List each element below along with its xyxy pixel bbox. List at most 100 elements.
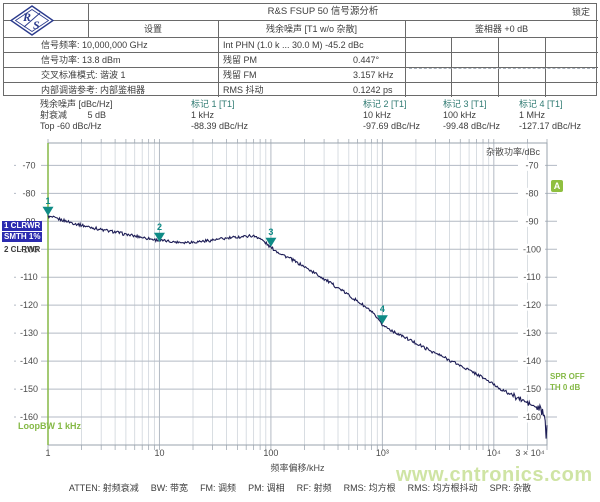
marker-1-readout: 标记 1 [T1] 1 kHz -88.39 dBc/Hz xyxy=(191,99,248,132)
divider xyxy=(88,4,89,37)
screen-a-badge: A xyxy=(551,180,563,192)
setting-value: 13.8 dBm xyxy=(82,55,121,65)
residual-int-phn: Int PHN (1.0 k ... 30.0 M) -45.2 dBc xyxy=(223,39,364,51)
setting-cross-corr-mode: 交叉标准模式: 谐波 1 xyxy=(41,69,126,81)
residual-fm: 残留 FM 3.157 kHz xyxy=(223,69,394,81)
setting-value: 内部鉴相器 xyxy=(100,85,146,95)
divider xyxy=(4,82,598,83)
svg-text:100: 100 xyxy=(263,448,278,458)
setting-internal-tune-ref: 内部调谐参考: 内部鉴相器 xyxy=(41,84,145,96)
setting-label: 信号频率: xyxy=(41,40,80,50)
loop-bandwidth-label: LoopBW 1 kHz xyxy=(18,421,81,431)
svg-text:-130: -130 xyxy=(20,328,38,338)
residual-value: 3.157 kHz xyxy=(353,70,394,80)
spur-settings-readout: SPR OFF TH 0 dB xyxy=(550,371,585,393)
svg-text:-150: -150 xyxy=(20,384,38,394)
svg-text:-90: -90 xyxy=(525,216,538,226)
rf-atten-label: 射衰减 xyxy=(40,110,68,120)
rf-atten-readout: 射衰减 5 dB xyxy=(40,110,113,121)
setting-value: 10,000,000 GHz xyxy=(82,40,148,50)
rf-atten-value: 5 dB xyxy=(87,110,107,120)
trace-1-label: 1 CLRWR xyxy=(2,221,43,231)
svg-text:-80: -80 xyxy=(22,188,35,198)
svg-text:-140: -140 xyxy=(523,356,541,366)
svg-text:1: 1 xyxy=(45,448,50,458)
divider xyxy=(451,37,452,97)
svg-text:-80: -80 xyxy=(525,188,538,198)
svg-text:-120: -120 xyxy=(523,300,541,310)
setting-label: 内部调谐参考: xyxy=(41,85,98,95)
marker-2-value: -97.69 dBc/Hz xyxy=(363,121,421,131)
abbreviation-legend: ATTEN: 射频衰减 BW: 带宽 FM: 调频 PM: 调相 RF: 射频 RMS: … xyxy=(0,481,600,494)
marker-1-name: 标记 1 [T1] xyxy=(191,99,235,109)
svg-text:-70: -70 xyxy=(525,160,538,170)
marker-3-freq: 100 kHz xyxy=(443,110,477,120)
top-level-readout: Top -60 dBc/Hz xyxy=(40,121,102,131)
svg-text:-160: -160 xyxy=(523,412,541,422)
marker-2-name: 标记 2 [T1] xyxy=(363,99,407,109)
marker-3-name: 标记 3 [T1] xyxy=(443,99,487,109)
residual-label: 残留 PM xyxy=(223,55,258,65)
app-title: R&S FSUP 50 信号源分析 xyxy=(267,6,379,17)
divider xyxy=(4,20,598,21)
divider xyxy=(498,37,499,97)
residual-noise-title: 残余噪声 [dBc/Hz] xyxy=(40,99,113,109)
x-axis-title: 频率偏移/kHz xyxy=(270,463,325,473)
divider xyxy=(4,37,598,38)
settings-column-header: 设置 xyxy=(143,24,162,34)
marker-3-value: -99.48 dBc/Hz xyxy=(443,121,501,131)
spr-off-label: SPR OFF xyxy=(550,372,585,381)
residual-value: 0.447° xyxy=(353,55,380,65)
legend-item: ATTEN: 射频衰减 xyxy=(68,483,139,493)
marker-3-readout: 标记 3 [T1] 100 kHz -99.48 dBc/Hz xyxy=(443,99,500,132)
setting-signal-frequency: 信号频率: 10,000,000 GHz xyxy=(41,39,148,51)
svg-text:1: 1 xyxy=(45,196,50,206)
setting-signal-power: 信号功率: 13.8 dBm xyxy=(41,54,121,66)
legend-item: BW: 带宽 xyxy=(150,483,189,493)
header-table: R S R&S FSUP 50 信号源分析 锁定 设置 残余噪声 [T1 w/o… xyxy=(3,3,598,97)
legend-item: SPR: 杂散 xyxy=(489,483,532,493)
svg-text:-110: -110 xyxy=(20,272,37,282)
spur-axis-title: 杂散功率/dBc xyxy=(485,147,540,157)
trace-2-label: 2 CLRWR xyxy=(4,245,41,254)
svg-text:10³: 10³ xyxy=(376,448,389,458)
legend-item: RMS: 均方根抖动 xyxy=(407,483,478,493)
svg-text:4: 4 xyxy=(380,304,385,314)
setting-label: 信号功率: xyxy=(41,55,80,65)
residual-rms-jitter: RMS 抖动 0.1242 ps xyxy=(223,84,393,96)
svg-text:-110: -110 xyxy=(523,272,540,282)
svg-text:-130: -130 xyxy=(523,328,541,338)
svg-text:-70: -70 xyxy=(22,160,35,170)
setting-value: 谐波 1 xyxy=(100,70,126,80)
residual-pm: 残留 PM 0.447° xyxy=(223,54,379,66)
marker-1-freq: 1 kHz xyxy=(191,110,215,120)
marker-2-readout: 标记 2 [T1] 10 kHz -97.69 dBc/Hz xyxy=(363,99,420,132)
marker-4-readout: 标记 4 [T1] 1 MHz -127.17 dBc/Hz xyxy=(519,99,581,132)
watermark: www.cntronics.com xyxy=(396,464,593,486)
svg-text:R: R xyxy=(22,10,31,24)
legend-item: RF: 射频 xyxy=(296,483,332,493)
lock-status: 锁定 xyxy=(571,7,590,17)
marker-4-value: -127.17 dBc/Hz xyxy=(519,121,582,131)
marker-1-value: -88.39 dBc/Hz xyxy=(191,121,249,131)
divider xyxy=(4,52,598,53)
threshold-label: TH 0 dB xyxy=(550,383,581,392)
svg-text:2: 2 xyxy=(157,222,162,232)
svg-text:-140: -140 xyxy=(20,356,38,366)
svg-text:-120: -120 xyxy=(20,300,38,310)
marker-4-name: 标记 4 [T1] xyxy=(519,99,563,109)
legend-item: RMS: 均方根 xyxy=(343,483,396,493)
divider xyxy=(218,20,219,97)
legend-item: FM: 调频 xyxy=(200,483,237,493)
divider xyxy=(405,20,406,97)
trace-1-smoothing-label: SMTH 1% xyxy=(2,232,43,242)
residual-label: Int PHN (1.0 k ... 30.0 M) xyxy=(223,40,323,50)
divider xyxy=(545,37,546,97)
svg-text:3 × 10⁴: 3 × 10⁴ xyxy=(515,448,544,458)
residual-noise-readout: 残余噪声 [dBc/Hz] 射衰减 5 dB Top -60 dBc/Hz xyxy=(40,99,113,132)
residual-value: -45.2 dBc xyxy=(325,40,364,50)
marker-4-freq: 1 MHz xyxy=(519,110,546,120)
svg-text:10: 10 xyxy=(154,448,164,458)
residual-label: RMS 抖动 xyxy=(223,85,264,95)
